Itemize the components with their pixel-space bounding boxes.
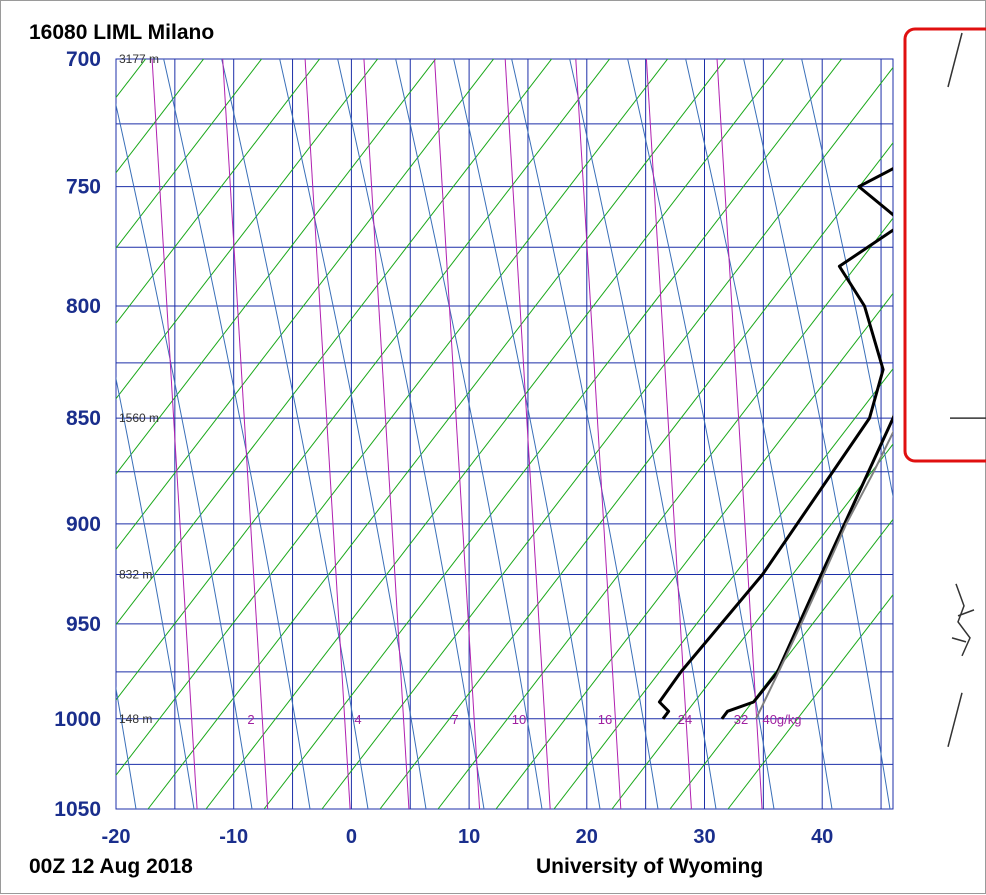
mixing-ratio-line (222, 59, 269, 809)
dry-adiabat-line (116, 59, 437, 475)
mixing-ratio-line (434, 59, 481, 809)
dry-adiabat-line (116, 59, 553, 626)
parcel-trace (755, 430, 893, 720)
pressure-tick-label: 900 (66, 513, 101, 536)
temperature-tick-label: -20 (102, 826, 131, 848)
wind-barb (955, 583, 971, 657)
height-label: 832 m (119, 568, 152, 582)
mixing-ratio-line (151, 59, 198, 809)
temperature-tick-label: 0 (346, 826, 357, 848)
wind-barb (947, 32, 963, 88)
moist-adiabat-line (116, 685, 137, 809)
mixing-ratio-label: 24 (678, 712, 692, 727)
dry-adiabat-line (1, 1, 180, 809)
moist-adiabat-line (163, 59, 311, 809)
wind-barb-flag (957, 609, 975, 617)
dry-adiabat-line (147, 59, 727, 809)
dry-adiabat-line (205, 59, 785, 809)
dry-adiabat-line (116, 59, 147, 99)
chart-title: 16080 LIML Milano (29, 21, 214, 44)
temperature-trace (720, 414, 893, 720)
moist-adiabat-line (743, 59, 891, 809)
height-label: 148 m (119, 712, 152, 726)
grid (115, 58, 894, 810)
temperature-tick-label: 30 (693, 826, 715, 848)
dry-adiabat-line (611, 443, 893, 809)
moist-adiabat-line (801, 59, 893, 499)
moist-adiabat-line (685, 59, 833, 809)
mixing-ratio-label: 10 (512, 712, 526, 727)
mixing-ratio-label: 2 (247, 712, 254, 727)
height-label: 3177 m (119, 52, 159, 66)
dry-adiabat-line (116, 59, 321, 325)
pressure-tick-label: 700 (66, 48, 101, 71)
dry-adiabat-line (727, 593, 893, 809)
mixing-ratio-line (304, 59, 351, 809)
dry-adiabat-line (1, 1, 122, 809)
mixing-ratio-line (575, 59, 622, 809)
dry-adiabat-line (263, 59, 843, 809)
mixing-ratio-label: 32 (734, 712, 748, 727)
wind-panel-highlight-box (903, 27, 986, 463)
pressure-tick-label: 750 (66, 176, 101, 199)
moist-adiabat-line (511, 59, 659, 809)
mixing-ratio-line (504, 59, 551, 809)
pressure-tick-label: 950 (66, 613, 101, 636)
traces (657, 167, 893, 720)
height-label: 1560 m (119, 411, 159, 425)
mixing-ratio-label: 16 (598, 712, 612, 727)
auxiliary-lines (1, 1, 893, 809)
mixing-ratio-line (645, 59, 692, 809)
wind-barb (947, 692, 963, 747)
temperature-tick-label: 20 (576, 826, 598, 848)
moist-adiabat-line (395, 59, 543, 809)
pressure-tick-label: 800 (66, 295, 101, 318)
wind-barb-flag (951, 637, 967, 643)
axis-labels: 700 750 800 850 900 950 1000 1050-20 -10 0 10 20 30 4… (54, 48, 833, 848)
mixing-ratio-label: 4 (354, 712, 361, 727)
dry-adiabat-line (116, 59, 611, 701)
footer-date: 00Z 12 Aug 2018 (29, 855, 193, 878)
dry-adiabat-line (321, 66, 893, 809)
mixing-ratio-label: 40g/kg (762, 712, 801, 727)
moist-adiabat-line (116, 376, 195, 809)
temperature-tick-label: 10 (458, 826, 480, 848)
moist-adiabat-line (453, 59, 601, 809)
dry-adiabat-line (379, 142, 893, 809)
pressure-tick-label: 1050 (54, 798, 101, 821)
pressure-tick-label: 1000 (54, 708, 101, 731)
moist-adiabat-line (569, 59, 717, 809)
dry-adiabat-line (553, 367, 893, 809)
moist-adiabat-line (1, 1, 78, 809)
moist-adiabat-line (1, 1, 20, 809)
dry-adiabat-line (116, 59, 495, 551)
pressure-tick-label: 850 (66, 407, 101, 430)
wind-barbs (947, 32, 986, 747)
moist-adiabat-line (337, 59, 485, 809)
footer-source: University of Wyoming (536, 855, 763, 878)
mixing-ratio-line (363, 59, 410, 809)
dry-adiabat-line (669, 518, 893, 809)
moist-adiabat-line (279, 59, 427, 809)
temperature-tick-label: -10 (219, 826, 248, 848)
mixing-ratio-label: 7 (451, 712, 458, 727)
moist-adiabat-line (221, 59, 369, 809)
temperature-tick-label: 40 (811, 826, 833, 848)
dewpoint-trace (657, 167, 893, 720)
dry-adiabat-line (437, 217, 893, 809)
dry-adiabat-line (495, 292, 893, 809)
dry-adiabat-line (116, 59, 263, 249)
dry-adiabat-line (116, 59, 669, 777)
mixing-ratio-line (716, 59, 763, 809)
moist-adiabat-line (116, 102, 253, 809)
dry-adiabat-line (116, 59, 205, 174)
dry-adiabat-line (116, 59, 379, 400)
